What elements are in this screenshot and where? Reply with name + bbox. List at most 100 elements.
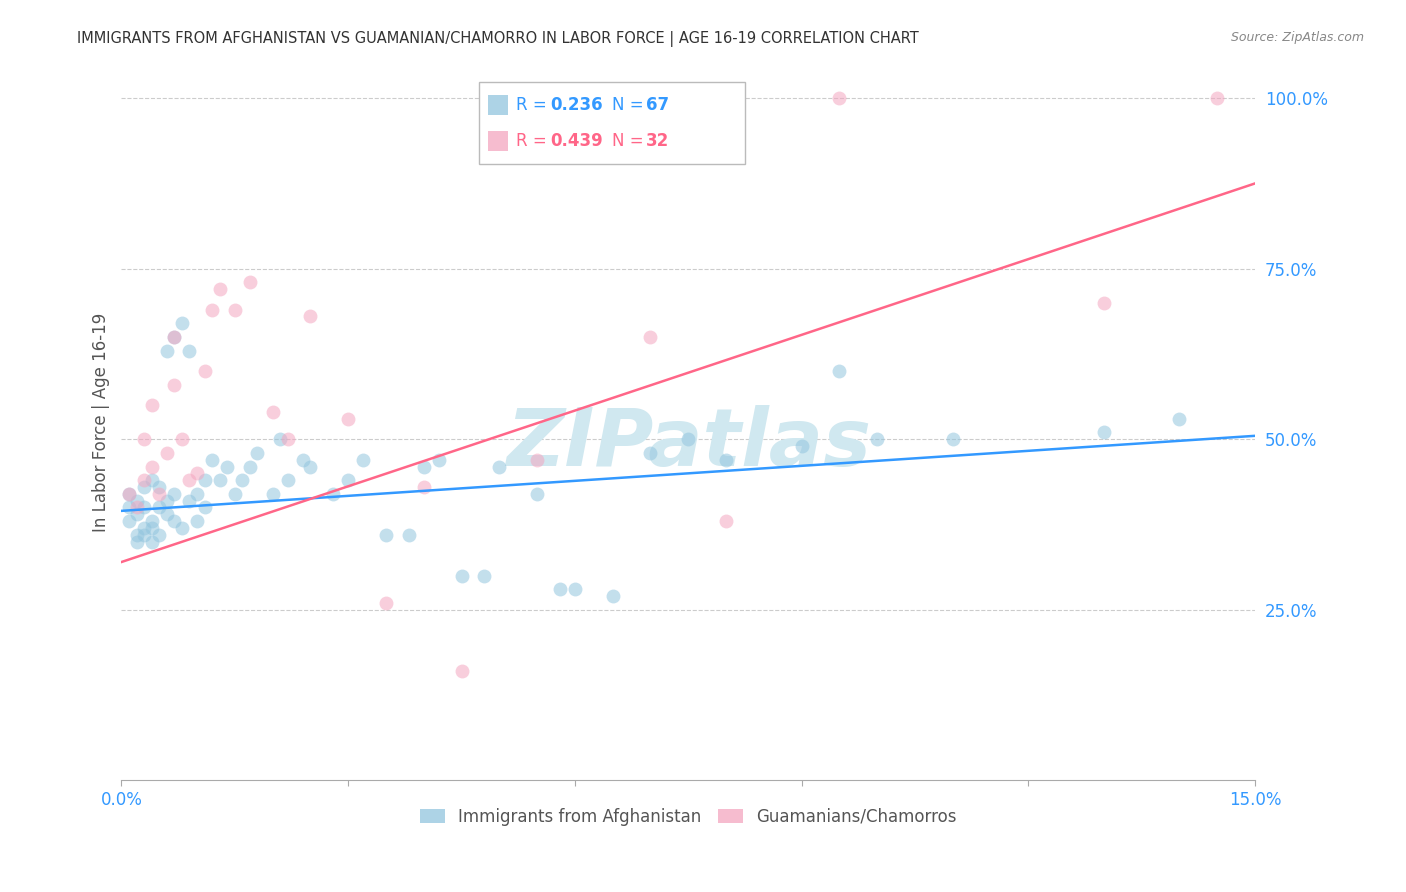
Point [141,514,163,528]
Point [602,145,624,160]
Point [132,500,155,515]
Point [156,343,179,358]
Point [186,487,208,501]
Point [676,432,699,446]
Point [208,473,231,487]
Point [299,310,322,324]
Text: 67: 67 [647,95,669,114]
Text: 32: 32 [647,132,669,150]
FancyBboxPatch shape [488,95,508,115]
Point [132,473,155,487]
Point [156,493,179,508]
Point [193,500,215,515]
Point [156,508,179,522]
Point [790,439,813,453]
Point [186,514,208,528]
Point [262,405,284,419]
Point [526,487,548,501]
Point [269,432,291,446]
Point [132,521,155,535]
Point [291,452,314,467]
Point [277,473,299,487]
Point [163,330,186,344]
Point [179,473,201,487]
Point [828,91,851,105]
Point [141,398,163,412]
Point [262,487,284,501]
Point [163,487,186,501]
Point [179,343,201,358]
Y-axis label: In Labor Force | Age 16-19: In Labor Force | Age 16-19 [93,312,110,532]
Point [118,500,141,515]
Point [942,432,965,446]
Point [337,473,360,487]
Point [148,500,170,515]
Point [170,432,193,446]
Point [714,514,737,528]
Point [118,487,141,501]
Legend: Immigrants from Afghanistan, Guamanians/Chamorros: Immigrants from Afghanistan, Guamanians/… [419,807,956,826]
Point [201,452,224,467]
Text: N =: N = [612,132,650,150]
Point [224,487,246,501]
Point [170,316,193,330]
Point [148,487,170,501]
Point [132,527,155,541]
Point [125,534,148,549]
Point [277,432,299,446]
Point [125,527,148,541]
Point [170,521,193,535]
Point [564,582,586,597]
Point [163,377,186,392]
Text: N =: N = [612,95,650,114]
Point [1092,425,1115,440]
Point [398,527,420,541]
Text: 0.236: 0.236 [550,95,603,114]
Point [201,302,224,317]
Point [118,487,141,501]
Point [427,452,450,467]
Point [125,508,148,522]
Point [866,432,889,446]
Point [640,330,662,344]
Point [193,473,215,487]
Point [1206,91,1229,105]
Point [352,452,374,467]
Text: R =: R = [516,95,553,114]
Point [239,276,262,290]
Point [163,330,186,344]
Point [224,302,246,317]
Point [148,480,170,494]
Text: R =: R = [516,132,553,150]
Point [548,582,571,597]
Point [148,527,170,541]
Point [337,411,360,425]
Point [141,473,163,487]
Text: ZIPatlas: ZIPatlas [506,405,870,483]
Point [299,459,322,474]
Point [132,432,155,446]
Point [322,487,344,501]
Point [1092,295,1115,310]
Point [193,364,215,378]
Point [125,493,148,508]
Point [239,459,262,474]
Point [374,596,396,610]
Point [412,480,434,494]
Point [640,446,662,460]
FancyBboxPatch shape [488,130,508,151]
Point [163,514,186,528]
Point [186,467,208,481]
Point [472,568,495,582]
Point [412,459,434,474]
FancyBboxPatch shape [478,82,745,164]
Point [450,568,472,582]
Point [179,493,201,508]
Point [488,459,510,474]
Point [450,664,472,678]
Point [714,452,737,467]
Point [526,452,548,467]
Text: 0.439: 0.439 [550,132,603,150]
Point [217,459,239,474]
Point [231,473,253,487]
